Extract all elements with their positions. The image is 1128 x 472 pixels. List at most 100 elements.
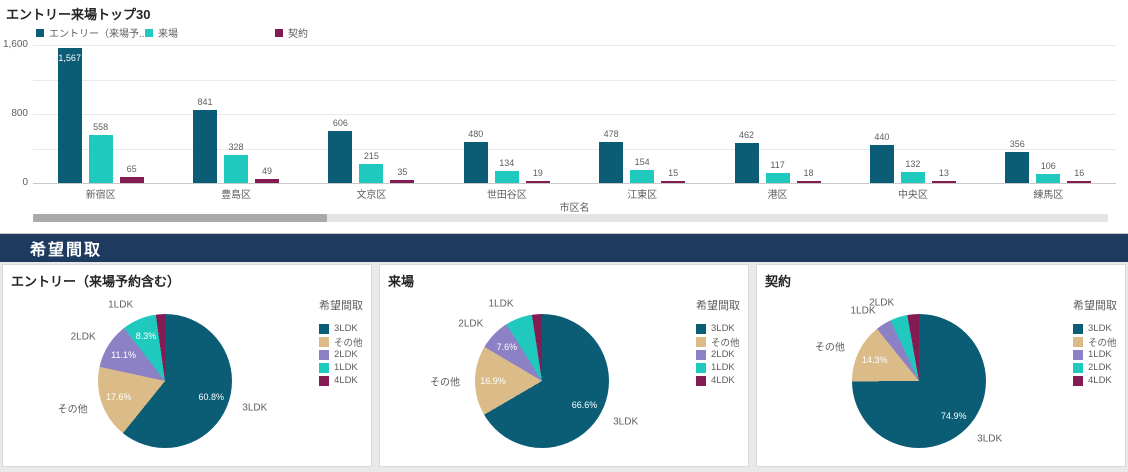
legend-swatch xyxy=(1073,349,1083,360)
bar-value-label: 328 xyxy=(228,142,244,152)
legend-label: 契約 xyxy=(288,29,308,40)
bar-s1-c7[interactable]: 440 xyxy=(869,132,894,183)
category-label: 江東区 xyxy=(627,190,658,201)
pie-chart-1[interactable] xyxy=(98,314,232,448)
bar-s2-c4[interactable]: 134 xyxy=(494,158,519,183)
bar-value-label: 132 xyxy=(905,159,921,169)
bar-s2-c7[interactable]: 132 xyxy=(900,159,925,183)
pie-legend-item-3[interactable]: 2LDK xyxy=(319,348,363,361)
bar-s1-c5[interactable]: 478 xyxy=(599,129,624,183)
pie-legend-item-1[interactable]: 3LDK xyxy=(696,322,740,335)
bar-chart-title: エントリー来場トップ30 xyxy=(6,7,151,22)
pie-chart-3[interactable] xyxy=(852,314,986,448)
bar-value-label: 106 xyxy=(1040,161,1056,171)
pie-legend-item-2[interactable]: その他 xyxy=(1073,335,1117,349)
pie-chart-2[interactable] xyxy=(475,314,609,448)
pie-chart-title: 来場 xyxy=(388,274,415,289)
legend-swatch xyxy=(696,349,706,360)
pie-legend-item-2[interactable]: その他 xyxy=(696,335,740,349)
pie-percent-label: 11.1% xyxy=(111,349,136,360)
bar-legend-item-3[interactable]: 契約 xyxy=(275,25,308,40)
bar-value-label: 215 xyxy=(363,151,379,161)
legend-swatch xyxy=(696,323,706,334)
y-axis-tick-label: 800 xyxy=(11,108,28,119)
pie-legend-item-5[interactable]: 4LDK xyxy=(319,374,363,387)
y-axis-tick-label: 0 xyxy=(22,177,28,188)
pie-slice-label: 1LDK xyxy=(488,298,514,310)
pie-chart-title: エントリー（来場予約含む） xyxy=(11,274,181,289)
bar-s2-c8[interactable]: 106 xyxy=(1036,161,1061,183)
legend-label: 来場 xyxy=(158,29,178,40)
bar-s3-c6[interactable]: 18 xyxy=(796,168,821,183)
bar-s1-c2[interactable]: 841 xyxy=(193,97,218,183)
pie-percent-label: 60.8% xyxy=(198,392,224,403)
bar-s3-c8[interactable]: 16 xyxy=(1067,168,1092,183)
bar-s1-c3[interactable]: 606 xyxy=(328,118,353,183)
pie-slice-label: その他 xyxy=(814,342,845,354)
bar-chart-scrollbar-track[interactable] xyxy=(33,214,1108,222)
bar-chart-scrollbar-thumb[interactable] xyxy=(33,214,327,222)
category-label: 練馬区 xyxy=(1033,190,1064,201)
pie-slice-label: 2LDK xyxy=(70,331,96,343)
bar-s3-c5[interactable]: 15 xyxy=(661,168,686,183)
bar-s1-c8[interactable]: 356 xyxy=(1005,139,1030,183)
legend-label: 3LDK xyxy=(334,323,358,334)
bar-s2-c5[interactable]: 154 xyxy=(630,157,655,183)
bar-s3-c3[interactable]: 35 xyxy=(390,167,415,183)
bar-value-label: 1,567 xyxy=(58,53,81,63)
bar-s3-c2[interactable]: 49 xyxy=(255,166,280,183)
pie-slice-label: 3LDK xyxy=(242,402,268,414)
legend-swatch xyxy=(275,28,283,37)
gridline xyxy=(33,114,1116,115)
bar-group-1: 1,567 558 65 xyxy=(33,45,168,183)
bar-s1-c4[interactable]: 480 xyxy=(463,129,488,183)
bar-s2-c6[interactable]: 117 xyxy=(765,160,790,183)
pie-legend-item-3[interactable]: 1LDK xyxy=(1073,348,1117,361)
pie-legend-item-1[interactable]: 3LDK xyxy=(319,322,363,335)
bar-value-label: 13 xyxy=(938,168,949,178)
pie-legend-item-4[interactable]: 1LDK xyxy=(319,361,363,374)
pie-legend-item-4[interactable]: 2LDK xyxy=(1073,361,1117,374)
bar-chart-panel: エントリー来場トップ30 エントリー（来場予... 来場 契約 0 800 1,600 1… xyxy=(0,0,1128,233)
bar-s3-c1[interactable]: 65 xyxy=(119,164,144,183)
bar-chart-plot-area: 0 800 1,600 1,567 558 65 841 328 49 606 215 35 480 13… xyxy=(0,39,1128,188)
legend-label: 1LDK xyxy=(1088,349,1112,360)
pie-legend-item-4[interactable]: 1LDK xyxy=(696,361,740,374)
bar-s2-c1[interactable]: 558 xyxy=(88,122,113,183)
legend-label: 4LDK xyxy=(711,375,735,386)
bar-value-label: 478 xyxy=(603,129,619,139)
bar-group-8: 356 106 16 xyxy=(981,45,1116,183)
bar-value-label: 134 xyxy=(499,158,515,168)
bar-value-label: 154 xyxy=(634,157,650,167)
pie-slice-label: 1LDK xyxy=(108,299,134,311)
pie-slice-label: 3LDK xyxy=(613,416,639,428)
legend-swatch xyxy=(696,362,706,373)
pie-legend-item-2[interactable]: その他 xyxy=(319,335,363,349)
pie-slice-label: その他 xyxy=(57,404,88,416)
bar-s2-c2[interactable]: 328 xyxy=(224,142,249,183)
legend-label: エントリー（来場予... xyxy=(49,29,148,40)
bar-value-label: 356 xyxy=(1009,139,1025,149)
bar-s2-c3[interactable]: 215 xyxy=(359,151,384,183)
bar-legend-item-2[interactable]: 来場 xyxy=(145,25,178,40)
pie-slice-label: 1LDK xyxy=(850,305,876,317)
legend-swatch xyxy=(319,323,329,334)
legend-label: 4LDK xyxy=(1088,375,1112,386)
pie-legend-title: 希望間取 xyxy=(1073,300,1117,312)
bar-chart-axis-title: 市区名 xyxy=(559,203,590,214)
bar-group-4: 480 134 19 xyxy=(439,45,574,183)
pie-legend-item-5[interactable]: 4LDK xyxy=(696,374,740,387)
bar-s3-c7[interactable]: 13 xyxy=(931,168,956,183)
pie-legend-item-1[interactable]: 3LDK xyxy=(1073,322,1117,335)
gridline xyxy=(33,148,1116,150)
bar-s3-c4[interactable]: 19 xyxy=(525,168,550,183)
legend-swatch xyxy=(36,28,44,37)
bar-s1-c6[interactable]: 462 xyxy=(734,130,759,183)
pie-legend-item-3[interactable]: 2LDK xyxy=(696,348,740,361)
legend-label: 4LDK xyxy=(334,375,358,386)
pie-legend-item-5[interactable]: 4LDK xyxy=(1073,374,1117,387)
legend-swatch xyxy=(319,349,329,360)
bar-legend-item-1[interactable]: エントリー（来場予... xyxy=(36,25,147,40)
bar-s1-c1[interactable]: 1,567 xyxy=(57,48,82,183)
